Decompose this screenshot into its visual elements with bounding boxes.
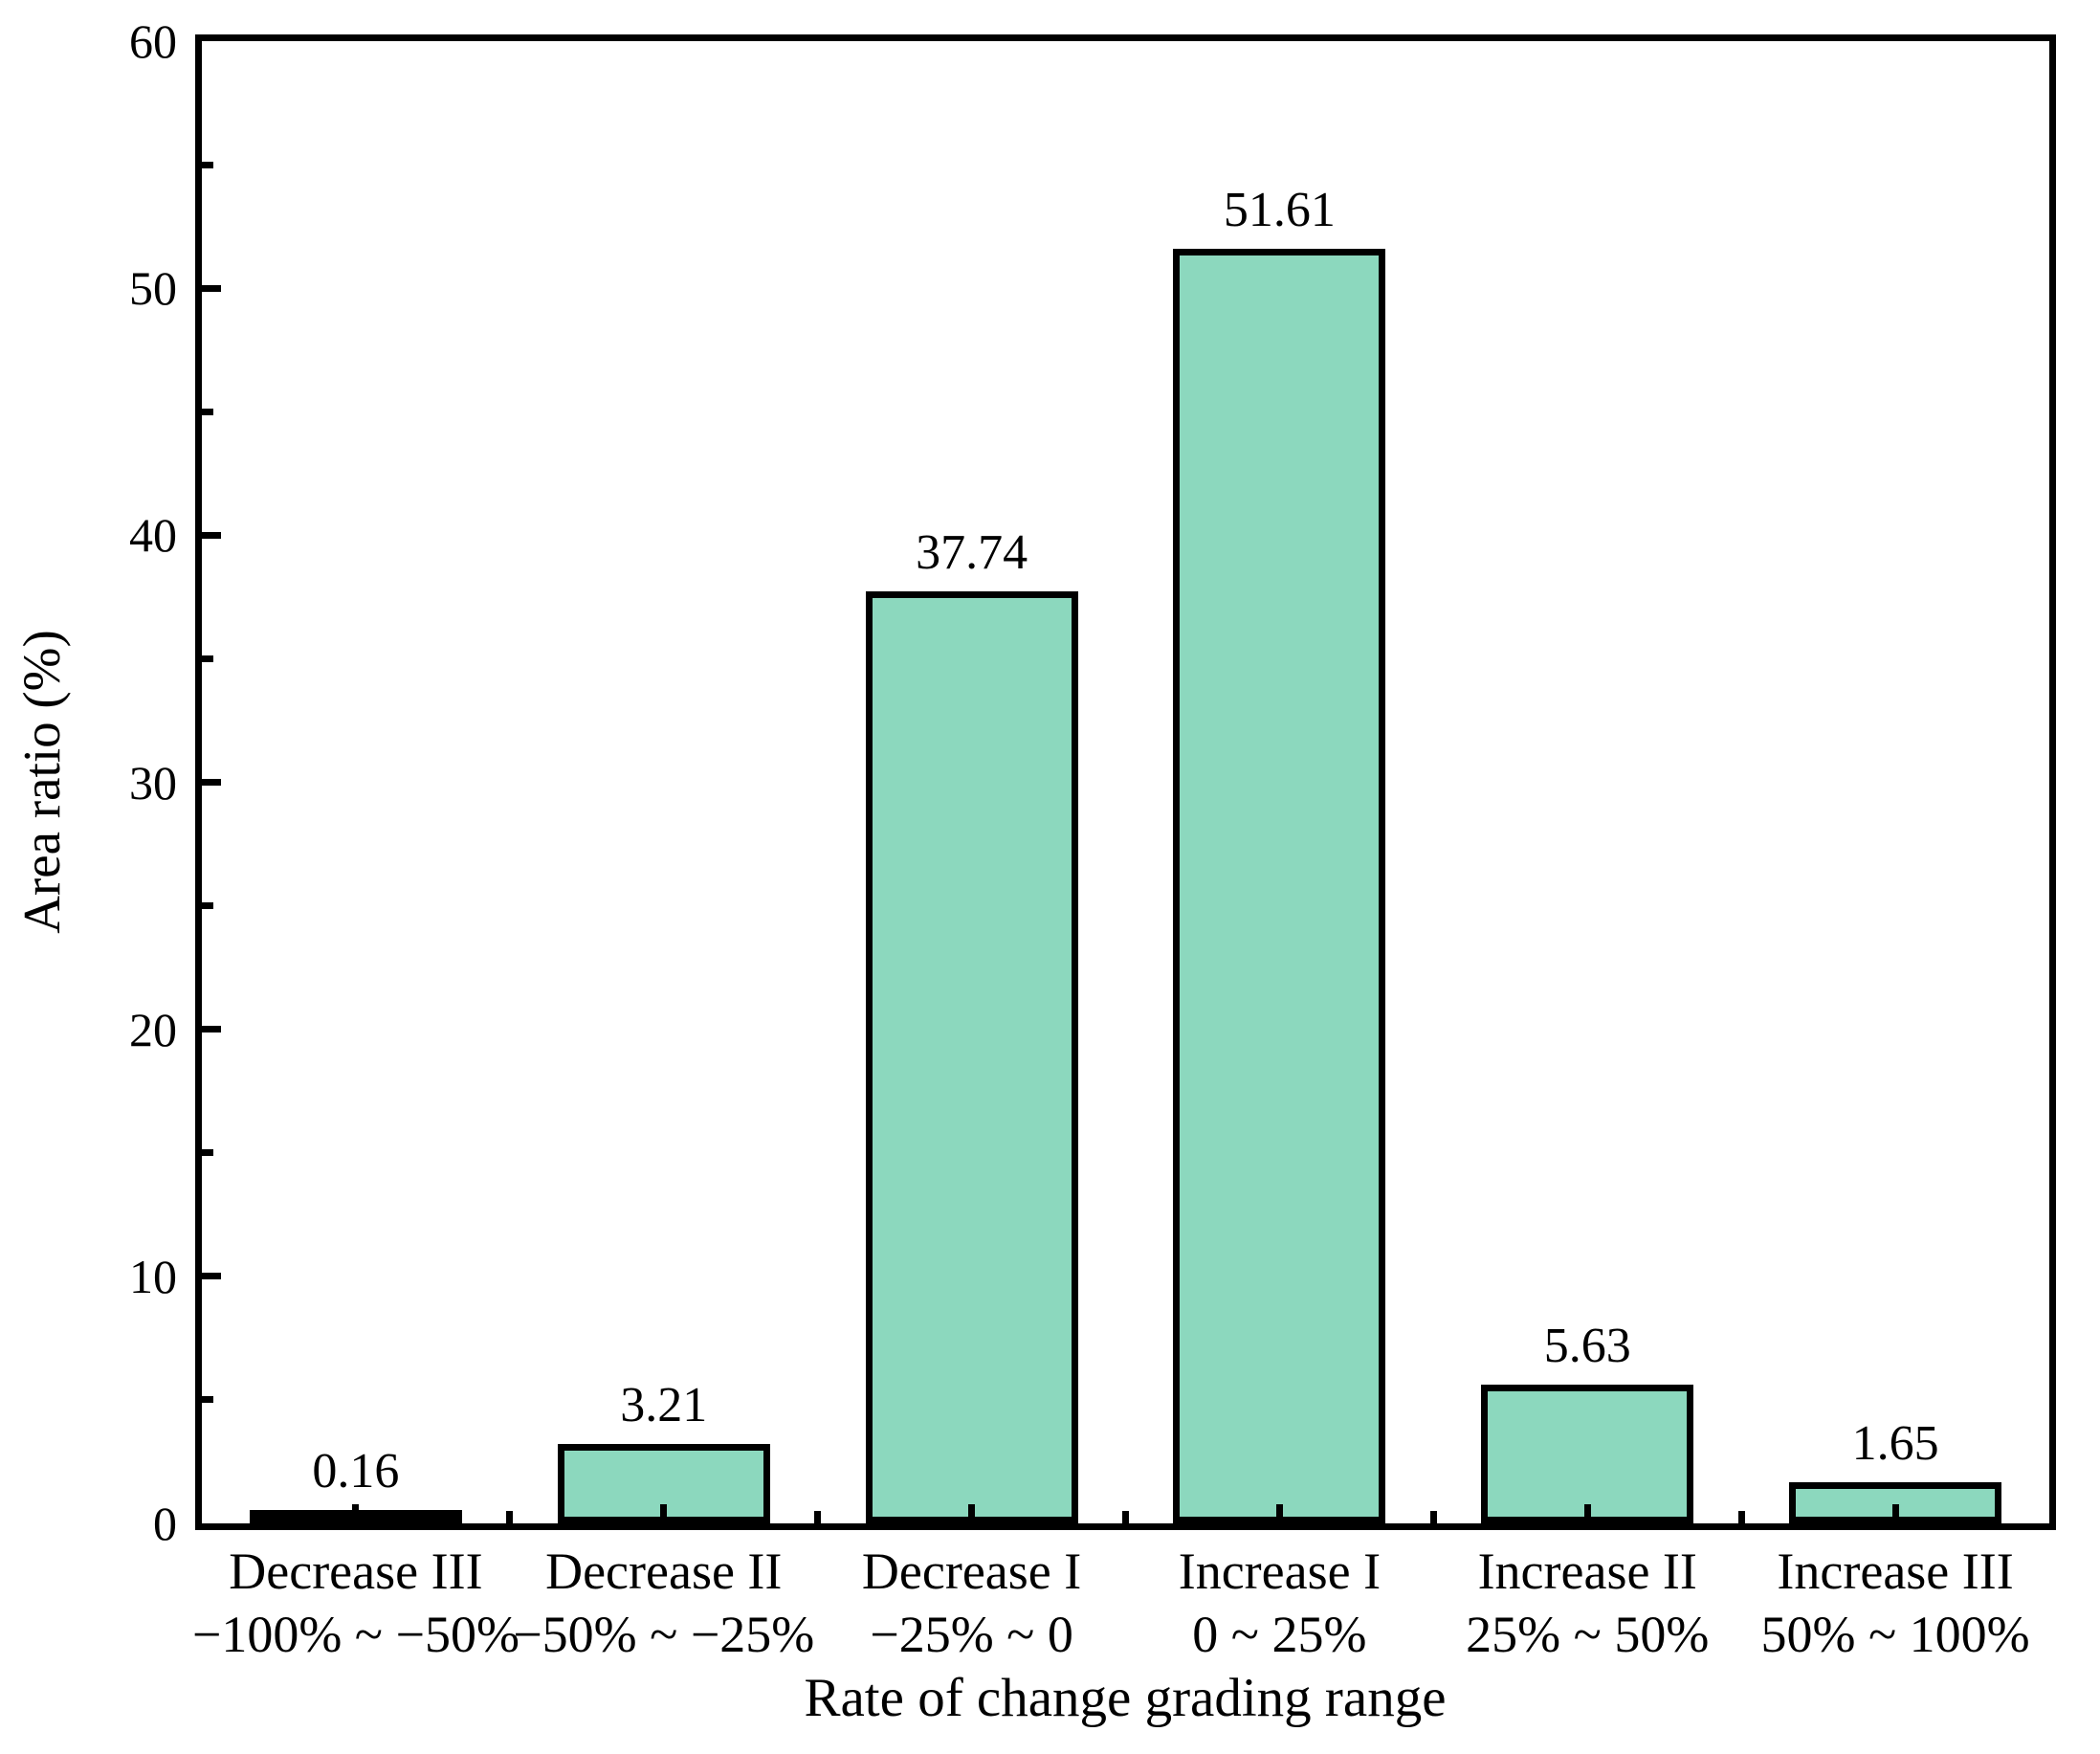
x-major-tick <box>352 1504 360 1523</box>
category-label: Increase II <box>1477 1543 1697 1600</box>
x-major-tick <box>1583 1504 1591 1523</box>
y-axis-tick-labels: 0 10 20 30 40 50 60 <box>0 0 177 1754</box>
bar-value-label: 37.74 <box>916 524 1028 580</box>
bar-value-label: 1.65 <box>1851 1416 1939 1472</box>
bar-value-label: 3.21 <box>620 1378 708 1433</box>
y-minor-tick <box>202 1396 213 1404</box>
bar-value-label: 51.61 <box>1223 182 1336 237</box>
y-minor-tick <box>202 902 213 910</box>
x-minor-tick <box>506 1511 514 1523</box>
category-range-label: −50% ~ −25% <box>513 1606 815 1663</box>
y-tick-label: 50 <box>129 261 177 316</box>
category-label: Increase III <box>1777 1543 2014 1600</box>
category-label: Increase I <box>1178 1543 1382 1600</box>
x-major-tick <box>660 1504 668 1523</box>
y-major-tick <box>202 1026 221 1033</box>
category-range-label: 25% ~ 50% <box>1466 1606 1710 1663</box>
plot-area: 0.16 3.21 37.74 51.61 5.63 1.65 <box>202 41 2049 1523</box>
y-minor-tick <box>202 408 213 415</box>
y-tick-label: 20 <box>129 1002 177 1056</box>
x-major-tick <box>1275 1504 1283 1523</box>
y-minor-tick <box>202 655 213 662</box>
y-axis-title: Area ratio (%) <box>12 630 71 934</box>
x-minor-tick <box>1429 1511 1437 1523</box>
bar-value-label: 0.16 <box>312 1444 400 1499</box>
x-major-tick <box>968 1504 976 1523</box>
category-label: Decrease III <box>229 1543 483 1600</box>
category-label: Decrease I <box>861 1543 1082 1600</box>
category-range-label: 0 ~ 25% <box>1192 1606 1367 1663</box>
y-tick-label: 60 <box>129 14 177 68</box>
y-major-tick <box>202 284 221 292</box>
y-minor-tick <box>202 1149 213 1157</box>
category-label: Decrease II <box>545 1543 783 1600</box>
y-major-tick <box>202 531 221 539</box>
x-axis-title: Rate of change grading range <box>804 1668 1447 1728</box>
y-tick-label: 40 <box>129 508 177 563</box>
bar-value-label: 5.63 <box>1543 1318 1631 1373</box>
category-range-label: −100% ~ −50% <box>191 1606 519 1663</box>
y-tick-label: 30 <box>129 755 177 810</box>
bar-4 <box>1173 248 1386 1523</box>
x-minor-tick <box>1122 1511 1129 1523</box>
x-minor-tick <box>1737 1511 1745 1523</box>
x-major-tick <box>1891 1504 1899 1523</box>
y-tick-label: 0 <box>153 1497 177 1550</box>
y-tick-label: 10 <box>129 1249 177 1303</box>
x-minor-tick <box>814 1511 822 1523</box>
bar-5 <box>1481 1384 1694 1523</box>
y-major-tick <box>202 1273 221 1280</box>
bar-3 <box>865 590 1078 1523</box>
plot-frame <box>195 34 2056 1530</box>
category-range-label: 50% ~ 100% <box>1760 1606 2030 1663</box>
category-range-label: −25% ~ 0 <box>870 1606 1073 1663</box>
y-minor-tick <box>202 161 213 168</box>
y-major-tick <box>202 779 221 786</box>
